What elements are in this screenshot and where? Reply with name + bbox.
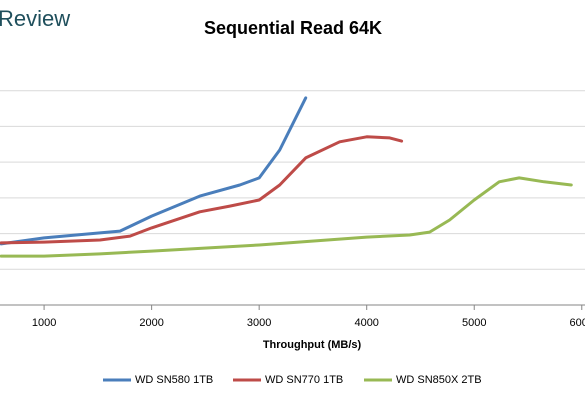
series-line <box>0 176 573 258</box>
series-line <box>0 96 308 246</box>
legend-label: WD SN580 1TB <box>135 374 213 386</box>
logo: Review <box>0 6 70 31</box>
x-tick-label: 5000 <box>462 317 486 329</box>
x-axis-title: Throughput (MB/s) <box>263 339 362 351</box>
series-line <box>0 135 404 245</box>
x-tick-label: 6000 <box>570 317 585 329</box>
legend-label: WD SN850X 2TB <box>396 374 482 386</box>
x-tick-label: 3000 <box>247 317 271 329</box>
x-tick-label: 4000 <box>354 317 378 329</box>
x-tick-label: 2000 <box>139 317 163 329</box>
chart-title: Sequential Read 64K <box>204 18 382 38</box>
x-tick-label: 1000 <box>32 317 56 329</box>
legend-label: WD SN770 1TB <box>265 374 343 386</box>
